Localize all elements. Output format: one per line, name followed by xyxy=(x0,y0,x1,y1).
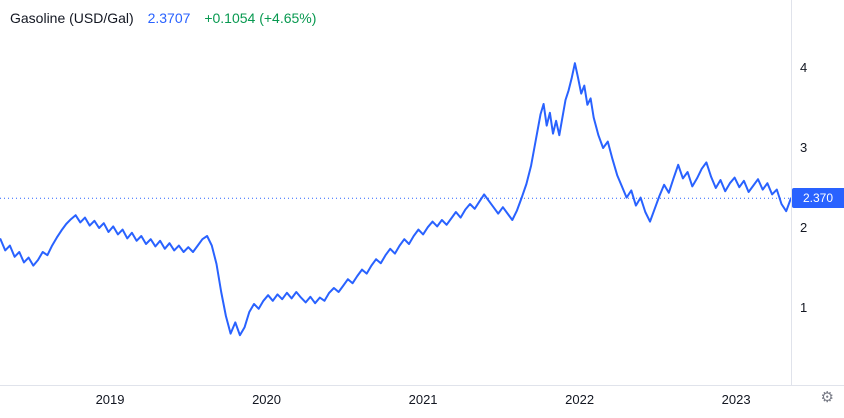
time-axis-label-2019: 2019 xyxy=(95,392,125,407)
time-axis-label-2023: 2023 xyxy=(721,392,751,407)
last-price: 2.3707 xyxy=(147,10,191,26)
time-axis-label-2022: 2022 xyxy=(565,392,595,407)
price-line-series xyxy=(0,62,792,337)
time-axis[interactable]: 2019 2020 2021 2022 2023 xyxy=(0,385,844,418)
price-change: +0.1054 (+4.65%) xyxy=(204,10,317,26)
price-axis-label-4: 4 xyxy=(800,60,808,75)
price-axis-label-2: 2 xyxy=(800,220,808,235)
current-price-badge: 2.370 xyxy=(792,188,844,209)
time-axis-label-2021: 2021 xyxy=(408,392,438,407)
current-price-badge-label: 2.370 xyxy=(802,191,834,206)
time-axis-label-2020: 2020 xyxy=(252,392,281,407)
symbol-name: Gasoline (USD/Gal) xyxy=(10,10,134,26)
settings-gear-icon[interactable]: ⚙ xyxy=(820,389,834,406)
symbol-header: Gasoline (USD/Gal) 2.3707 +0.1054 (+4.65… xyxy=(10,10,316,26)
price-axis-label-1: 1 xyxy=(800,300,808,315)
price-axis-label-3: 3 xyxy=(800,140,808,155)
